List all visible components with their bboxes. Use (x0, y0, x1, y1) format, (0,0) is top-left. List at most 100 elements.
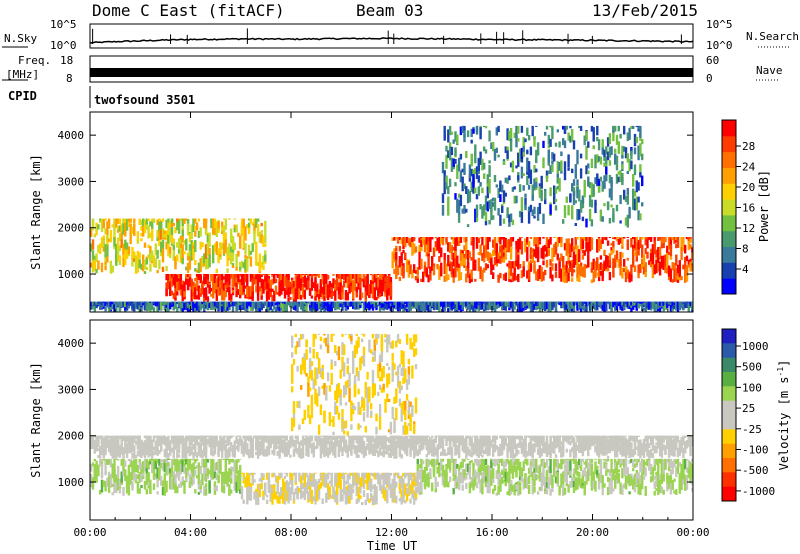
power-cell (115, 301, 118, 305)
power-cell (273, 301, 276, 304)
velocity-cell (282, 435, 285, 437)
freq-tick-bottom: 8 (66, 72, 73, 85)
power-cell (233, 218, 236, 220)
power-cell (133, 218, 136, 224)
velocity-cell (357, 435, 360, 441)
power-cell (371, 283, 375, 298)
velocity-cell (423, 435, 427, 441)
power-cell (664, 305, 667, 310)
velocity-cell (127, 442, 131, 454)
velocity-cell (527, 442, 531, 451)
velocity-cell (495, 435, 498, 440)
power-cell (107, 220, 111, 229)
power-cell (646, 237, 649, 241)
velocity-cell (423, 438, 427, 443)
power-cell (440, 301, 443, 307)
velocity-cell (99, 446, 102, 459)
power-cell (240, 274, 244, 286)
power-cell (492, 197, 495, 202)
velocity-cell (427, 439, 430, 450)
power-cell (404, 253, 407, 259)
power-cell (325, 274, 328, 276)
velocity-cell (181, 435, 184, 440)
power-cell (549, 138, 552, 147)
power-cell (639, 164, 642, 175)
power-cell (639, 172, 642, 178)
velocity-cell (431, 435, 434, 439)
power-cell (237, 274, 240, 279)
velocity-cell (160, 437, 163, 452)
power-cell (239, 262, 242, 267)
velocity-cell (292, 448, 296, 456)
velocity-cell (378, 435, 382, 447)
power-cell (495, 251, 498, 264)
power-cell (95, 304, 98, 308)
power-cell (578, 301, 581, 311)
power-cell (352, 291, 355, 300)
power-cell (131, 301, 134, 310)
power-cell (285, 277, 288, 291)
power-cell (203, 221, 206, 229)
power-cell (612, 302, 615, 308)
power-cell (571, 260, 574, 264)
power-cell (472, 237, 475, 250)
power-cell (298, 274, 301, 283)
velocity-cell (337, 449, 341, 457)
velocity-cell (319, 439, 323, 451)
velocity-cell (447, 447, 450, 456)
power-cell (400, 301, 403, 310)
velocity-cell (533, 435, 536, 440)
power-cell (551, 274, 554, 282)
power-cell (479, 244, 482, 256)
power-cell (170, 301, 174, 305)
power-cell (156, 249, 159, 259)
power-cell (583, 263, 586, 278)
power-cell (136, 257, 140, 265)
power-cell (535, 244, 538, 259)
power-cell (208, 284, 211, 293)
power-cell (373, 274, 376, 283)
velocity-cell (125, 437, 129, 443)
power-cell (549, 266, 552, 279)
velocity-cell (201, 435, 204, 443)
velocity-cell (224, 440, 227, 444)
power-cell (285, 290, 288, 295)
power-cell (120, 223, 123, 229)
power-cell (230, 228, 233, 243)
power-cell (364, 276, 367, 287)
power-cell (247, 218, 251, 221)
velocity-cell (443, 435, 446, 439)
power-cell (603, 162, 606, 167)
power-cell (556, 301, 559, 304)
power-cell (249, 286, 253, 297)
power-cell (301, 301, 305, 312)
power-cell (527, 135, 531, 141)
nave-label: Nave (756, 64, 783, 77)
power-cell (443, 301, 446, 308)
power-cell (294, 286, 297, 295)
power-cell (226, 246, 229, 259)
power-cell (615, 134, 619, 145)
power-cell (605, 257, 608, 270)
power-cell (237, 250, 240, 255)
power-cell (630, 150, 633, 160)
power-cell (203, 288, 206, 298)
power-cell (590, 279, 594, 284)
velocity-cell (255, 443, 258, 451)
velocity-cell (230, 435, 233, 439)
power-cell (109, 306, 113, 311)
power-cell (265, 301, 269, 310)
power-cell (357, 303, 360, 310)
power-cell (492, 301, 495, 309)
power-cell (468, 164, 472, 179)
velocity-cell (334, 438, 337, 447)
power-cell (143, 271, 147, 274)
power-cell (262, 265, 265, 270)
power-cell (111, 265, 114, 271)
power-cell (149, 301, 152, 311)
power-cell (556, 185, 559, 190)
power-cell (283, 275, 287, 287)
velocity-cell (310, 435, 314, 442)
power-cell (251, 274, 254, 279)
velocity-cell (127, 435, 131, 439)
